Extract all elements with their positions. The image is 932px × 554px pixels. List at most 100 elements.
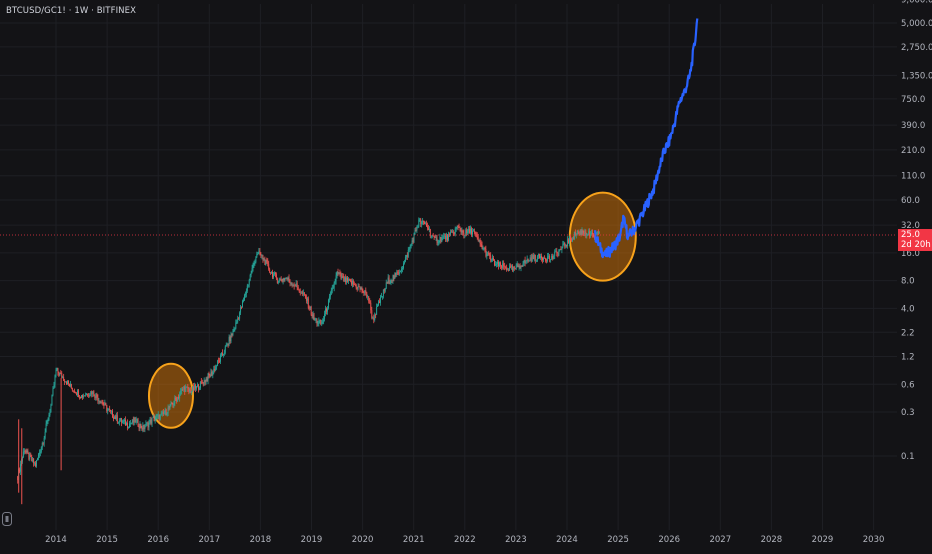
- candle: [141, 427, 143, 430]
- candle: [171, 402, 173, 405]
- candle: [488, 252, 490, 255]
- price-tick-label: 110.0: [901, 172, 925, 182]
- candle: [290, 282, 292, 284]
- candle: [338, 273, 340, 274]
- candle: [53, 384, 55, 389]
- candle: [205, 378, 207, 383]
- candle: [305, 297, 307, 301]
- candle: [326, 308, 327, 312]
- price-tick-label: 8.0: [901, 277, 915, 287]
- candle: [193, 386, 195, 391]
- candle: [126, 422, 127, 426]
- candle: [361, 287, 363, 292]
- candle: [152, 416, 154, 419]
- candle: [166, 413, 168, 415]
- time-axis[interactable]: 2014 2015 2016 2017 2018 2019 2020 2021 2022 2023…: [45, 535, 884, 545]
- candle: [186, 387, 188, 389]
- candle: [457, 225, 459, 228]
- candle: [219, 360, 220, 362]
- candle: [210, 371, 212, 377]
- time-tick-label: 2025: [607, 535, 629, 545]
- candle: [34, 462, 36, 464]
- candle: [377, 305, 379, 307]
- candle: [243, 295, 245, 300]
- candle: [467, 231, 469, 233]
- candle: [191, 390, 193, 393]
- candle: [57, 368, 59, 373]
- candle: [544, 258, 545, 259]
- candle: [111, 410, 113, 412]
- candle: [444, 236, 446, 237]
- candle: [194, 385, 196, 391]
- candle: [266, 259, 268, 262]
- candle: [522, 263, 524, 267]
- candle: [512, 266, 514, 271]
- candle: [265, 259, 267, 265]
- candle: [173, 403, 175, 406]
- candle: [344, 277, 346, 282]
- candle: [51, 395, 53, 406]
- price-axis[interactable]: 9,000.0 5,000.0 2,750.0 1,350.0 750.0 390.0 21…: [901, 0, 932, 462]
- candle: [509, 266, 510, 271]
- projection-series: [594, 18, 699, 259]
- candle: [168, 407, 170, 409]
- candle: [332, 287, 334, 289]
- candle: [576, 231, 578, 235]
- candle: [270, 272, 272, 273]
- candle: [283, 278, 285, 281]
- candle: [37, 458, 38, 460]
- candle: [468, 228, 470, 232]
- candle: [83, 395, 85, 398]
- candle: [47, 420, 49, 422]
- candle: [459, 227, 461, 231]
- candle: [271, 271, 273, 273]
- candle: [292, 284, 294, 286]
- candle: [204, 380, 206, 383]
- candle: [149, 419, 151, 423]
- candle: [175, 397, 177, 400]
- candle: [69, 383, 71, 387]
- symbol-title[interactable]: BTCUSD/GC1! · 1W · BITFINEX: [6, 6, 137, 16]
- candle: [416, 228, 418, 231]
- candle: [350, 281, 352, 285]
- candle: [483, 248, 485, 249]
- candle: [497, 261, 498, 264]
- candle: [532, 255, 534, 260]
- candle: [88, 395, 90, 397]
- candle: [414, 230, 416, 234]
- candle: [375, 314, 377, 316]
- candle: [287, 277, 289, 280]
- candle: [107, 409, 109, 412]
- candle: [132, 419, 134, 423]
- candle: [220, 352, 222, 356]
- time-tick-label: 2017: [198, 535, 220, 545]
- candle: [480, 243, 482, 245]
- candle: [228, 337, 230, 345]
- candle: [327, 299, 329, 309]
- price-tick-label: 5,000.0: [901, 19, 932, 29]
- candle: [412, 240, 414, 242]
- candle: [105, 403, 107, 406]
- price-tick-label: 390.0: [901, 121, 925, 131]
- candle: [163, 413, 165, 415]
- candle: [592, 232, 593, 235]
- candle: [346, 277, 348, 283]
- candle: [318, 320, 320, 324]
- candle: [552, 255, 554, 260]
- candle: [48, 414, 50, 421]
- candle: [165, 409, 167, 415]
- candle: [427, 227, 429, 231]
- time-tick-label: 2019: [301, 535, 323, 545]
- price-tick-label: 4.0: [901, 304, 915, 314]
- candle: [426, 226, 428, 228]
- candle: [188, 388, 190, 392]
- candle: [114, 416, 116, 420]
- candle: [354, 284, 356, 286]
- projection-line: [594, 18, 699, 259]
- candle: [565, 244, 567, 247]
- candle: [516, 264, 518, 265]
- time-tick-label: 2028: [761, 535, 783, 545]
- candle: [218, 360, 220, 362]
